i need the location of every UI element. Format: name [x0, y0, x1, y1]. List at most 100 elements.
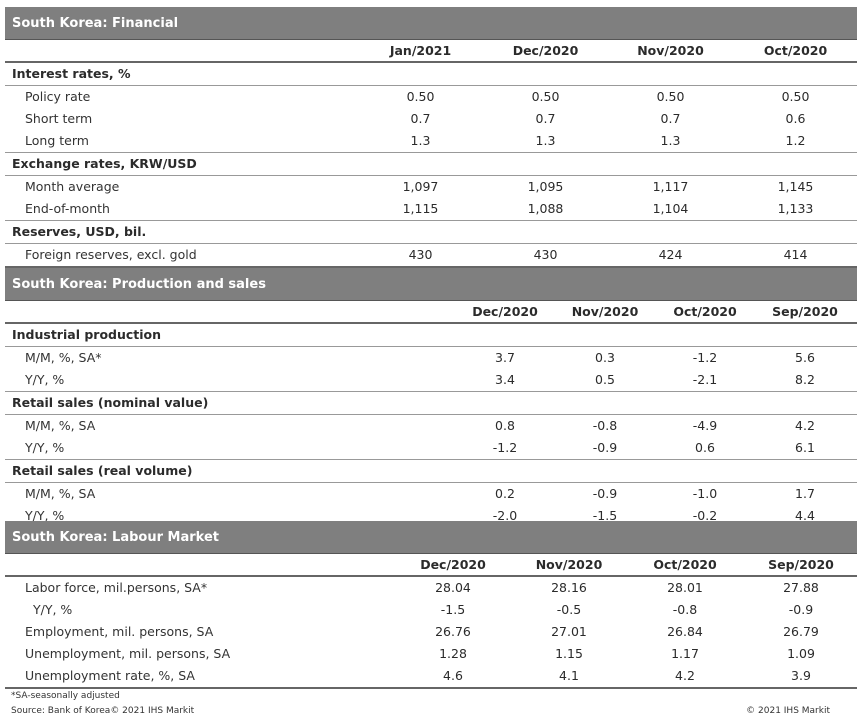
cell-value: 0.6	[695, 440, 715, 455]
group-header: Industrial production	[5, 324, 857, 347]
row-label: Retail sales (real volume)	[12, 463, 193, 478]
table-row: Short term 0.7 0.7 0.7 0.6	[5, 108, 857, 130]
cell-value: -1.0	[692, 486, 718, 501]
cell-value: Nov/2020	[535, 557, 603, 572]
row-label: Y/Y, %	[25, 440, 65, 455]
table-row: Month average 1,097 1,095 1,117 1,145	[5, 176, 857, 198]
row-label: Unemployment rate, %, SA	[25, 668, 195, 683]
cell-value: 5.6	[795, 350, 815, 365]
row-label: Retail sales (nominal value)	[12, 395, 209, 410]
row-label: Labor force, mil.persons, SA*	[25, 580, 208, 595]
cell-value: 1.28	[439, 646, 467, 661]
cell-value: Nov/2020	[571, 304, 639, 319]
row-label: Policy rate	[25, 89, 91, 104]
table-row: Long term 1.3 1.3 1.3 1.2	[5, 130, 857, 152]
cell-value: 0.7	[535, 111, 556, 126]
cell-value: 1,104	[652, 201, 689, 216]
table-row: M/M, %, SA* 3.7 0.3 -1.2 5.6	[5, 347, 857, 369]
table-row: Y/Y, % -1.2 -0.9 0.6 6.1	[5, 437, 857, 459]
cell-value: Dec/2020	[420, 557, 486, 572]
row-label: Foreign reserves, excl. gold	[25, 247, 197, 262]
cell-value: Sep/2020	[768, 557, 834, 572]
cell-value: 0.2	[495, 486, 515, 501]
section-title: South Korea: Labour Market	[5, 521, 857, 554]
cell-value: 4.1	[559, 668, 579, 683]
cell-value: 3.4	[495, 372, 515, 387]
table-row: Labor force, mil.persons, SA* 28.04 28.16 2…	[5, 577, 857, 599]
column-header-row: Dec/2020 Nov/2020 Oct/2020 Sep/2020	[5, 554, 857, 577]
table-row: M/M, %, SA 0.8 -0.8 -4.9 4.2	[5, 415, 857, 437]
cell-value: Dec/2020	[512, 43, 579, 58]
row-label: Exchange rates, KRW/USD	[12, 156, 197, 171]
cell-value: 1.17	[671, 646, 699, 661]
cell-value: -0.5	[556, 602, 582, 617]
cell-value: 0.3	[595, 350, 615, 365]
table-row: Y/Y, % -1.5 -0.5 -0.8 -0.9	[5, 599, 857, 621]
cell-value: 26.76	[435, 624, 471, 639]
cell-value: Jan/2021	[389, 43, 452, 58]
section-title: South Korea: Production and sales	[5, 268, 857, 301]
financial-table: South Korea: Financial Jan/2021 Dec/2020 No…	[5, 7, 857, 268]
row-label: M/M, %, SA	[25, 418, 96, 433]
cell-value: 414	[783, 247, 808, 262]
row-label: Interest rates, %	[12, 66, 131, 81]
row-label	[5, 554, 395, 575]
cell-value: 1,145	[777, 179, 814, 194]
cell-value: 0.5	[595, 372, 615, 387]
production-table: South Korea: Production and sales Dec/202…	[5, 268, 857, 529]
cell-value: -2.1	[692, 372, 718, 387]
cell-value: 28.04	[435, 580, 471, 595]
cell-value: 1.3	[660, 133, 681, 148]
cell-value: 4.2	[795, 418, 815, 433]
cell-value: 1.09	[787, 646, 815, 661]
cell-value: -2.0	[492, 508, 518, 523]
cell-value: -0.8	[592, 418, 618, 433]
cell-value: 0.7	[660, 111, 681, 126]
row-label: End-of-month	[25, 201, 110, 216]
cell-value: 0.8	[495, 418, 515, 433]
row-label: Y/Y, %	[25, 372, 65, 387]
group-header: Retail sales (nominal value)	[5, 391, 857, 415]
cell-value: Oct/2020	[763, 43, 828, 58]
group-header: Retail sales (real volume)	[5, 459, 857, 483]
cell-value: 27.01	[551, 624, 587, 639]
cell-value: 26.84	[667, 624, 703, 639]
cell-value: -1.5	[440, 602, 466, 617]
column-header-row: Dec/2020 Nov/2020 Oct/2020 Sep/2020	[5, 301, 857, 324]
row-label: Industrial production	[12, 327, 162, 342]
cell-value: 1.2	[785, 133, 806, 148]
cell-value: 1,115	[402, 201, 439, 216]
cell-value: 0.50	[781, 89, 810, 104]
cell-value: 1.3	[410, 133, 431, 148]
group-header: Interest rates, %	[5, 63, 857, 86]
table-row: Unemployment rate, %, SA 4.6 4.1 4.2 3.9	[5, 665, 857, 689]
cell-value: Sep/2020	[772, 304, 838, 319]
table-row: Foreign reserves, excl. gold 430 430 424 414	[5, 244, 857, 268]
cell-value: 28.16	[551, 580, 587, 595]
cell-value: 430	[408, 247, 433, 262]
cell-value: 4.6	[443, 668, 463, 683]
cell-value: 430	[533, 247, 558, 262]
cell-value: 4.4	[795, 508, 815, 523]
cell-value: -0.2	[692, 508, 718, 523]
cell-value: 1,097	[402, 179, 439, 194]
cell-value: 6.1	[795, 440, 815, 455]
cell-value: -4.9	[692, 418, 718, 433]
table-row: Unemployment, mil. persons, SA 1.28 1.15 1.…	[5, 643, 857, 665]
column-header-row: Jan/2021 Dec/2020 Nov/2020 Oct/2020	[5, 40, 857, 63]
row-label: Long term	[25, 133, 89, 148]
cell-value: 4.2	[675, 668, 695, 683]
cell-value: 1.7	[795, 486, 815, 501]
footnote: *SA-seasonally adjusted	[11, 691, 120, 701]
cell-value: 1,117	[652, 179, 689, 194]
cell-value: 1,088	[527, 201, 564, 216]
copyright: © 2021 IHS Markit	[746, 706, 830, 716]
cell-value: 0.7	[410, 111, 431, 126]
row-label: Y/Y, %	[33, 602, 73, 617]
cell-value: 1,133	[777, 201, 814, 216]
cell-value: 8.2	[795, 372, 815, 387]
source-note: Source: Bank of Korea© 2021 IHS Markit	[11, 706, 195, 716]
cell-value: -0.9	[788, 602, 814, 617]
cell-value: 27.88	[783, 580, 819, 595]
